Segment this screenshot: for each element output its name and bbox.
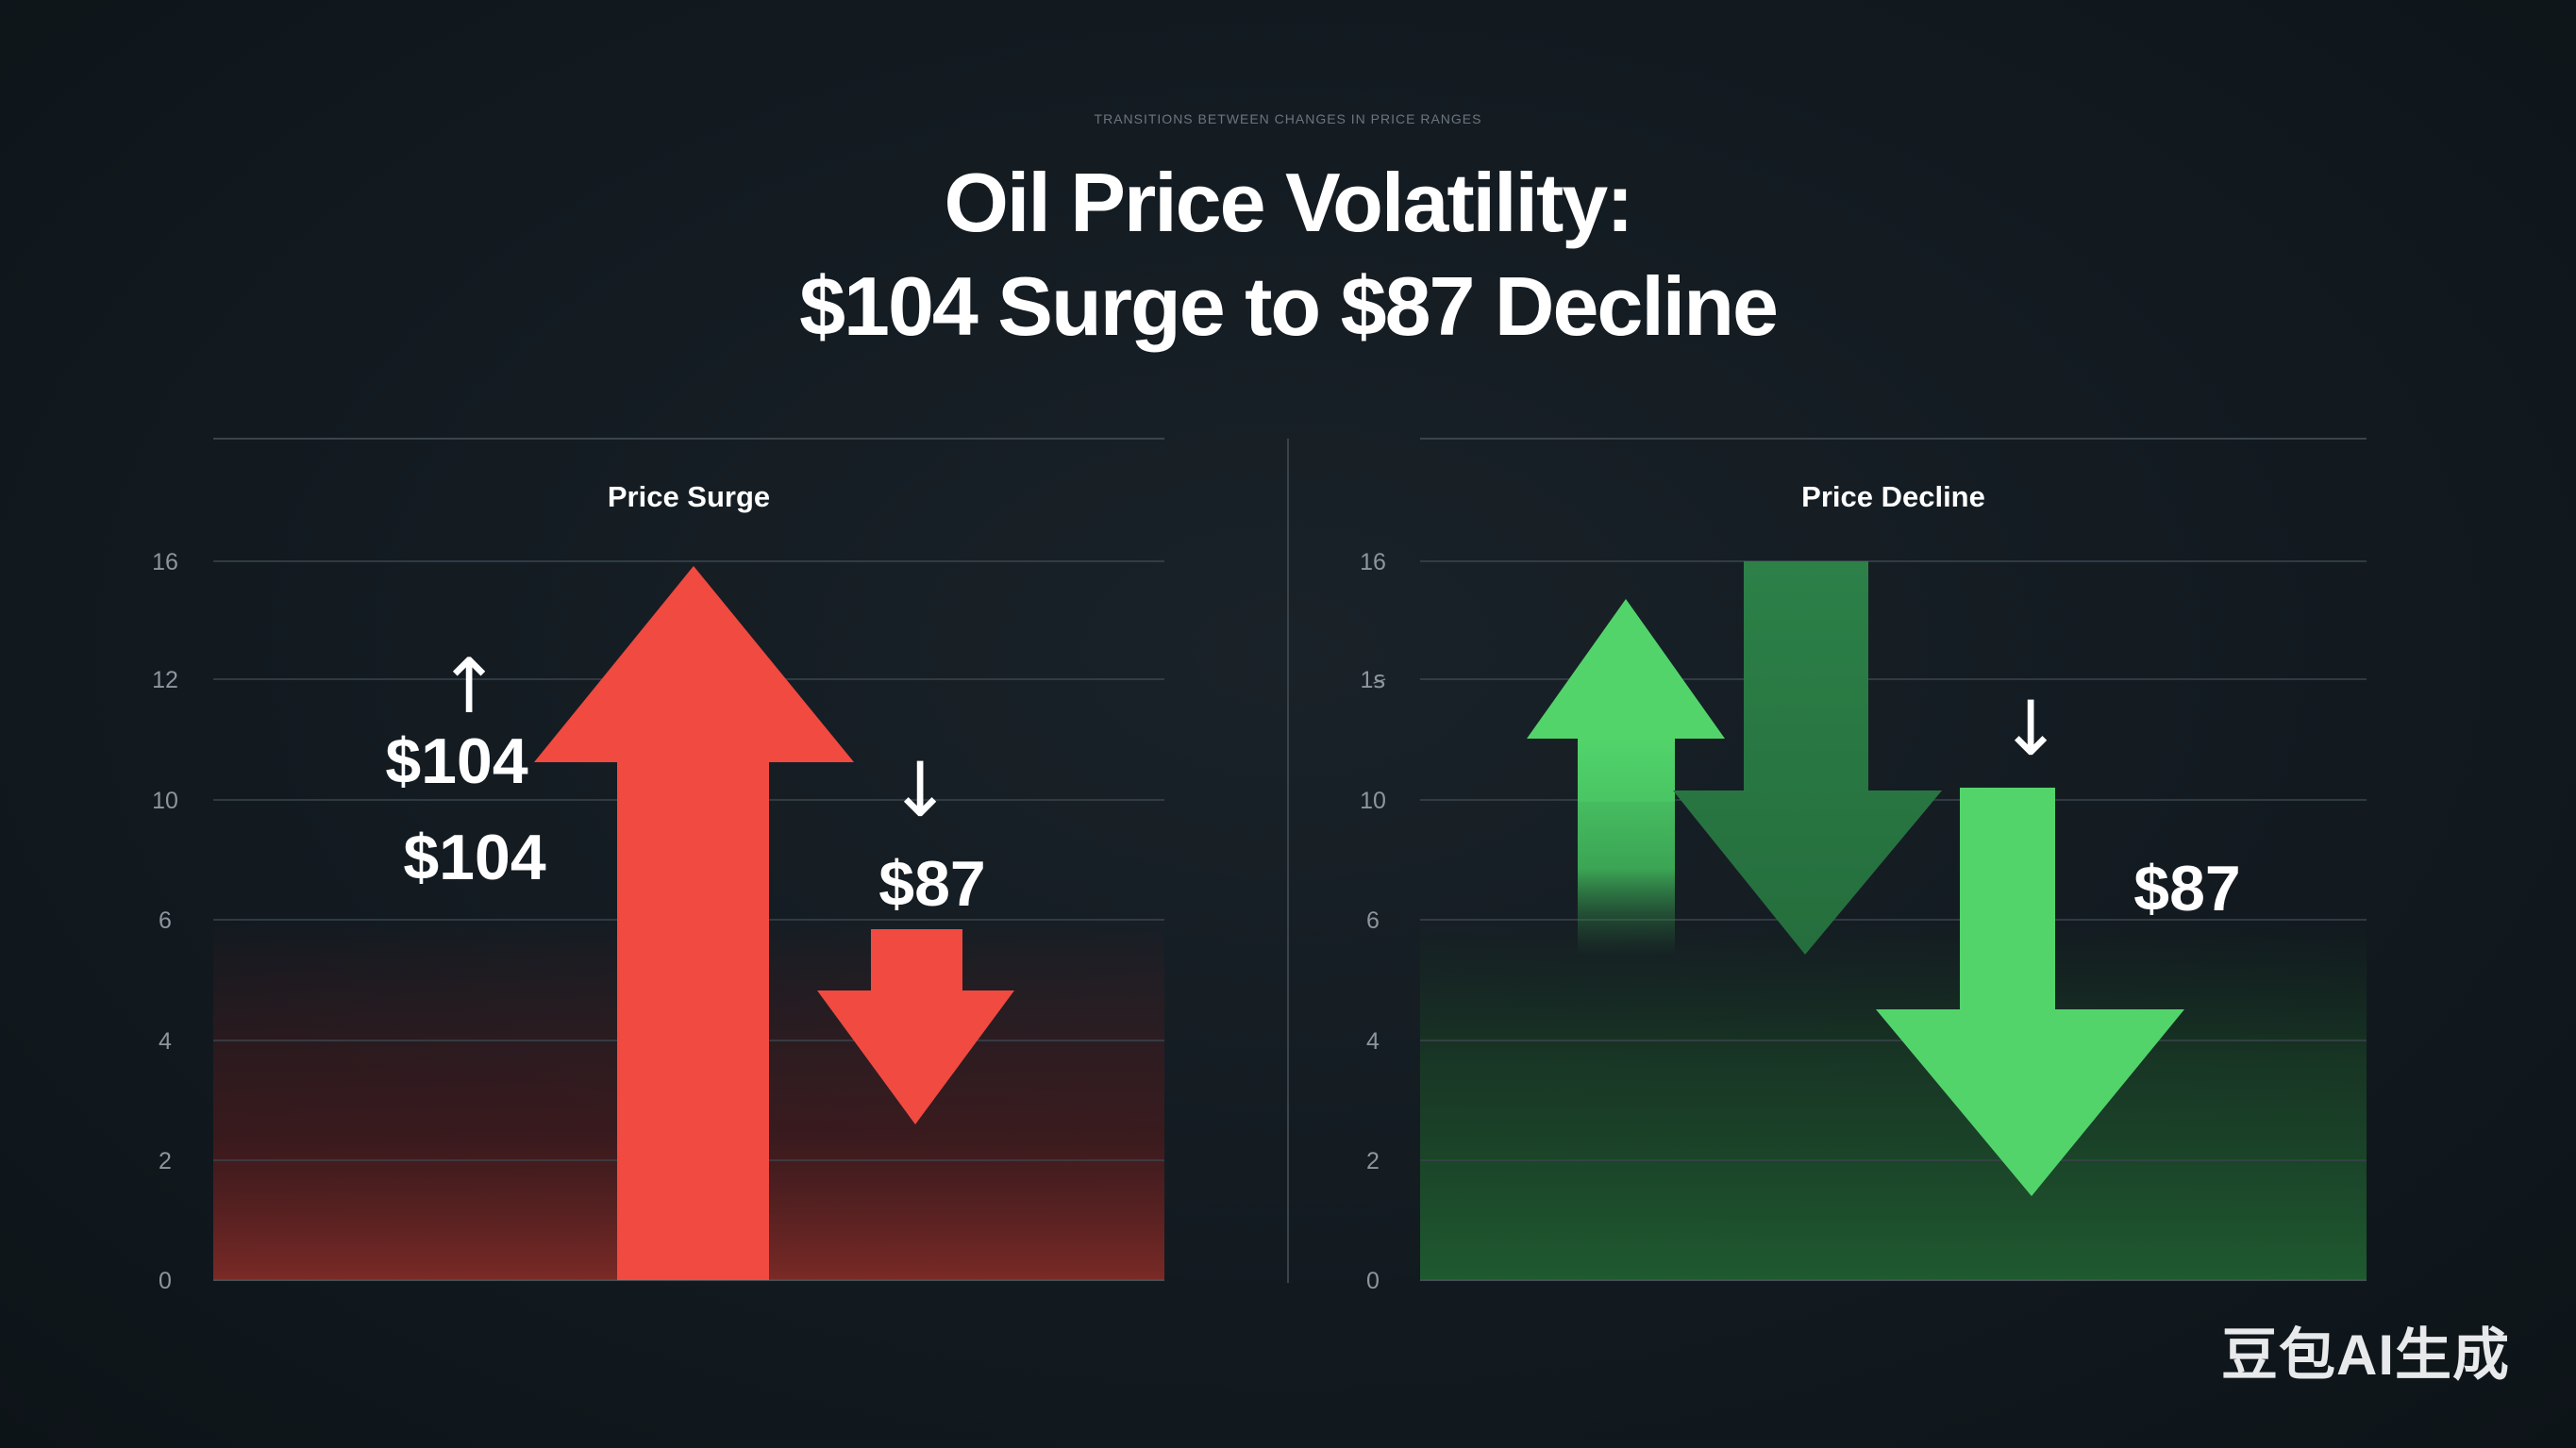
price-label-87: $87 bbox=[2133, 853, 2240, 924]
y-tick-label: 0 bbox=[1366, 1268, 1380, 1294]
chart-shaded-area bbox=[1420, 920, 2367, 1280]
chart-title: Price Surge bbox=[608, 480, 770, 513]
title-line-2: $104 Surge to $87 Decline bbox=[799, 259, 1779, 353]
green-down-arrow bbox=[1876, 788, 2184, 1196]
y-tick-label: 10 bbox=[1360, 788, 1386, 814]
price-label-104: $104 bbox=[385, 725, 527, 797]
decline-panel: Price Decline 0 2 4 6 10 1ꞩ 16 ↓ $87 bbox=[1360, 438, 2367, 1294]
chart-title: Price Decline bbox=[1801, 480, 1985, 513]
y-tick-label: 16 bbox=[152, 549, 178, 575]
y-tick-label: 2 bbox=[1366, 1148, 1380, 1174]
page-title: Oil Price Volatility: $104 Surge to $87 … bbox=[0, 151, 2576, 358]
up-symbol: ↑ bbox=[437, 642, 500, 730]
title-line-1: Oil Price Volatility: bbox=[944, 156, 1633, 249]
dark-down-arrow bbox=[1673, 561, 1942, 955]
y-tick-label: 6 bbox=[159, 907, 172, 934]
y-tick-label: 4 bbox=[1366, 1028, 1380, 1055]
y-tick-label: 12 bbox=[152, 667, 178, 693]
down-symbol: ↓ bbox=[888, 746, 951, 834]
price-label-87: $87 bbox=[878, 848, 985, 920]
light-up-arrow-stem bbox=[1578, 739, 1675, 956]
light-up-arrow-head bbox=[1527, 599, 1725, 802]
y-tick-label: 10 bbox=[152, 788, 178, 814]
watermark: 豆包AI生成 bbox=[2221, 1323, 2510, 1387]
y-tick-label: 4 bbox=[159, 1028, 172, 1055]
panel-divider bbox=[1287, 439, 1289, 1283]
y-tick-label: 0 bbox=[159, 1268, 172, 1294]
down-symbol: ↓ bbox=[1999, 685, 2062, 773]
y-tick-label: 6 bbox=[1366, 907, 1380, 934]
tagline: TRANSITIONS BETWEEN CHANGES IN PRICE RAN… bbox=[1094, 111, 1482, 126]
y-tick-label: 1ꞩ bbox=[1361, 667, 1386, 693]
y-tick-label: 16 bbox=[1360, 549, 1386, 575]
surge-up-arrow bbox=[534, 566, 854, 1280]
price-label-104-b: $104 bbox=[403, 822, 545, 893]
y-tick-label: 2 bbox=[159, 1148, 172, 1174]
surge-down-arrow bbox=[817, 929, 1014, 1124]
